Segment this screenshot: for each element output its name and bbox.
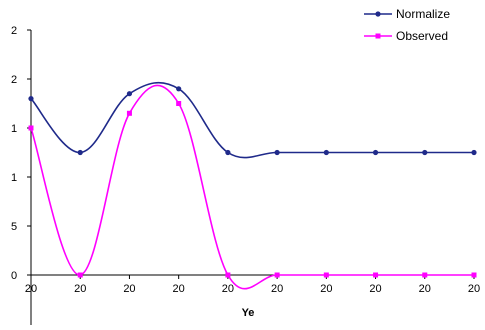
chart-axes [30,30,474,325]
series-point-2 [373,272,379,278]
series-point-1 [28,96,34,102]
x-tick-label: 20 [173,283,185,295]
y-tick-label: 5 [11,221,17,233]
series-line-2 [30,84,474,290]
series-lines [30,81,474,290]
y-tick-label: 2 [11,74,17,86]
legend-marker-1 [375,11,381,17]
series-point-1 [422,149,428,156]
y-tick-label: 1 [11,123,17,135]
series-point-2 [323,272,329,278]
series-point-1 [471,149,477,156]
y-tick-label: 1 [11,172,17,184]
x-tick-label: 20 [74,283,86,295]
legend: Normalize Observed [364,7,450,43]
series-point-2 [176,101,182,106]
x-tick-label: 20 [468,283,480,295]
series-point-2 [225,272,231,278]
series-point-2 [422,272,428,278]
y-tick-label: 2 [11,25,17,37]
series-point-1 [77,149,83,156]
series-point-1 [176,86,182,92]
legend-label-1: Normalize [396,7,450,21]
series-point-2 [274,272,280,278]
series-point-1 [225,149,231,156]
series-point-2 [471,272,477,278]
x-tick-label: 20 [123,283,135,295]
series-point-2 [126,110,132,116]
x-tick-label: 20 [25,283,37,295]
y-tick-label: 0 [11,270,17,282]
series-point-1 [274,149,280,156]
x-tick-label: 20 [419,283,431,295]
legend-label-2: Observed [396,29,448,43]
series-point-2 [28,125,34,131]
series-point-1 [372,149,379,156]
x-tick-label: 20 [320,283,332,295]
x-tick-label: 20 [271,283,283,295]
series-line-1 [30,81,474,159]
x-tick-label: 20 [369,283,381,295]
series-points [28,86,477,278]
x-tick-label: 20 [222,283,234,295]
series-point-1 [323,149,329,156]
series-point-2 [77,272,83,278]
legend-marker-2 [375,33,381,39]
chart-ticks: 0 5 1 1 2 2 20 20 20 20 20 20 20 20 20 20 [11,25,480,295]
series-point-1 [126,91,133,97]
x-axis-title: Ye [242,307,255,319]
